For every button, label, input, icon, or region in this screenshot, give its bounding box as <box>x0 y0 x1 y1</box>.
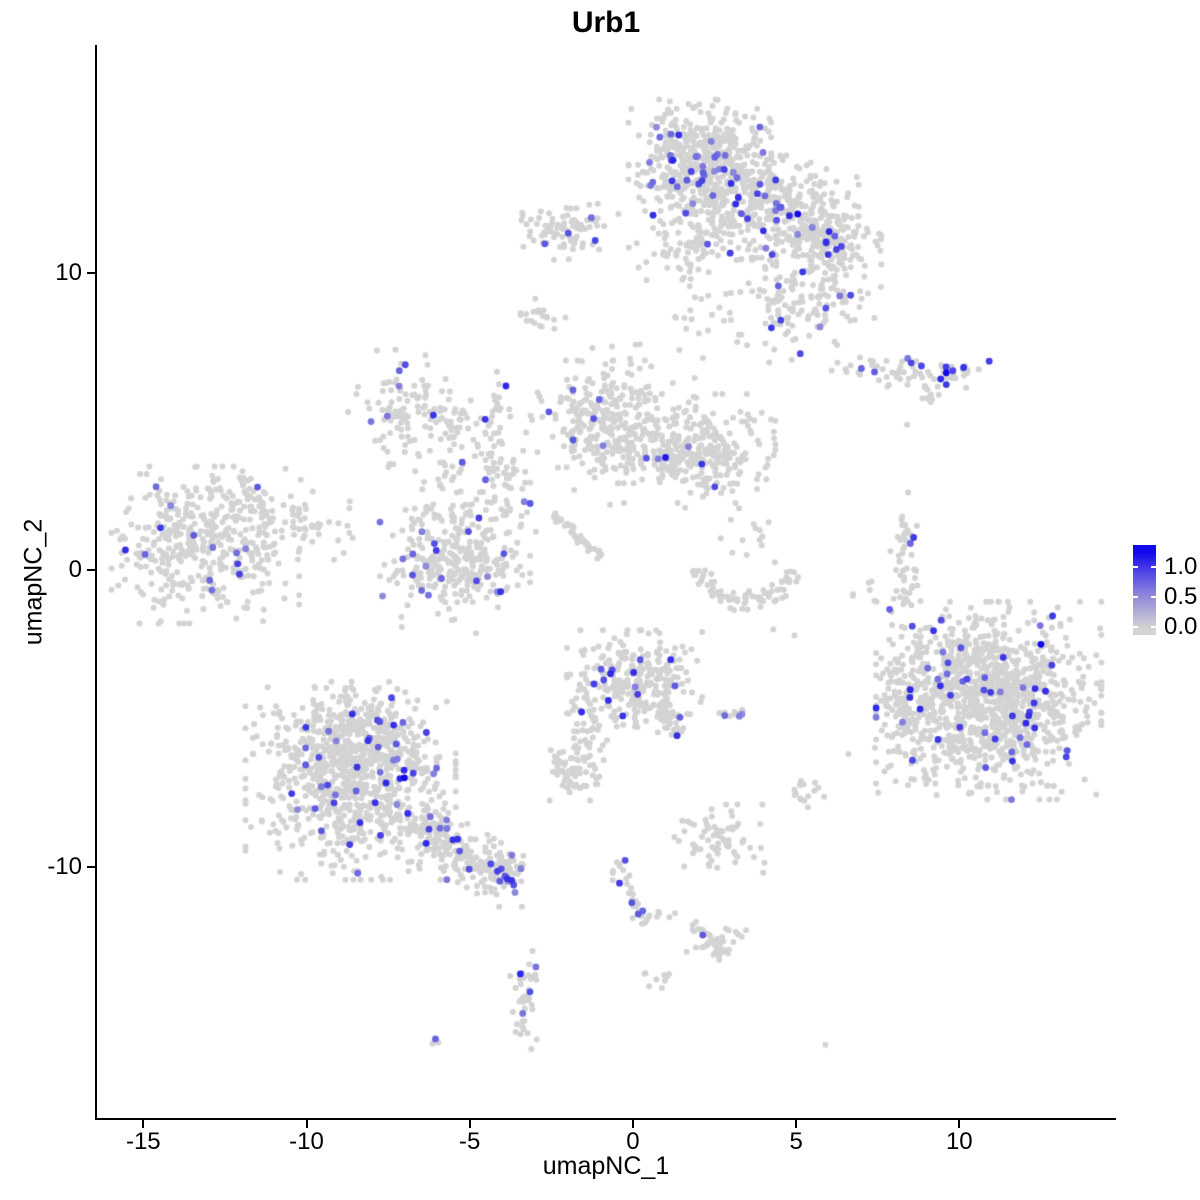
y-tick-label: -10 <box>47 852 82 880</box>
y-tick-label: 10 <box>55 259 82 287</box>
x-tick-mark <box>468 1120 471 1128</box>
x-tick-label: 5 <box>789 1128 803 1155</box>
y-axis-label: umapNC_2 <box>19 518 48 646</box>
x-tick-label: 0 <box>626 1128 640 1155</box>
legend-tick-mark <box>1151 626 1156 628</box>
y-tick-mark <box>87 569 95 572</box>
x-tick-mark <box>305 1120 308 1128</box>
x-tick-mark <box>795 1120 798 1128</box>
legend-tick-mark <box>1133 596 1138 598</box>
x-tick-label: -15 <box>125 1128 161 1155</box>
x-tick-label: -5 <box>459 1128 481 1155</box>
legend-label: 0.5 <box>1164 583 1198 610</box>
x-tick-label: 10 <box>945 1128 973 1155</box>
y-axis-line <box>95 45 97 1120</box>
legend-tick-mark <box>1151 596 1156 598</box>
legend-gradient-bar <box>1133 545 1156 635</box>
legend-tick-mark <box>1133 566 1138 568</box>
legend-tick-mark <box>1151 566 1156 568</box>
y-tick-label: 0 <box>68 556 82 584</box>
x-tick-mark <box>631 1120 634 1128</box>
y-tick-mark <box>87 272 95 275</box>
legend-label: 1.0 <box>1164 553 1198 580</box>
legend-label: 0.0 <box>1164 613 1198 640</box>
x-axis-line <box>95 1118 1116 1120</box>
x-tick-mark <box>142 1120 145 1128</box>
plot-title: Urb1 <box>571 6 641 39</box>
x-tick-mark <box>958 1120 961 1128</box>
x-axis-label: umapNC_1 <box>542 1152 670 1180</box>
y-tick-mark <box>87 865 95 868</box>
legend-tick-mark <box>1133 626 1138 628</box>
x-tick-label: -10 <box>289 1128 324 1155</box>
